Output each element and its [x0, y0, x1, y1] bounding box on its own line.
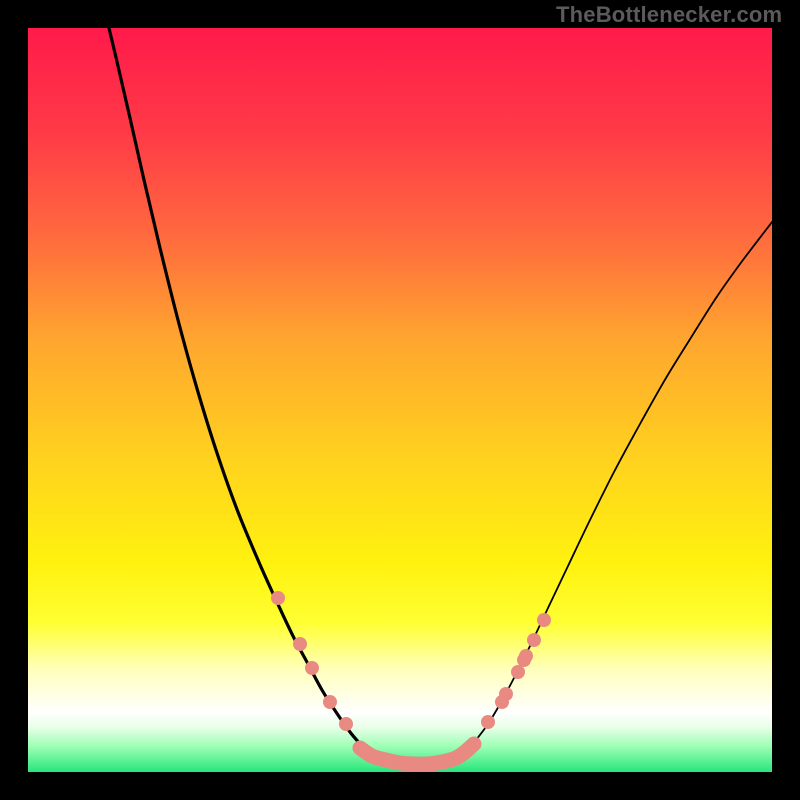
chart-svg: [0, 0, 800, 800]
bottleneck-chart: TheBottlenecker.com: [0, 0, 800, 800]
watermark-text: TheBottlenecker.com: [556, 2, 782, 28]
